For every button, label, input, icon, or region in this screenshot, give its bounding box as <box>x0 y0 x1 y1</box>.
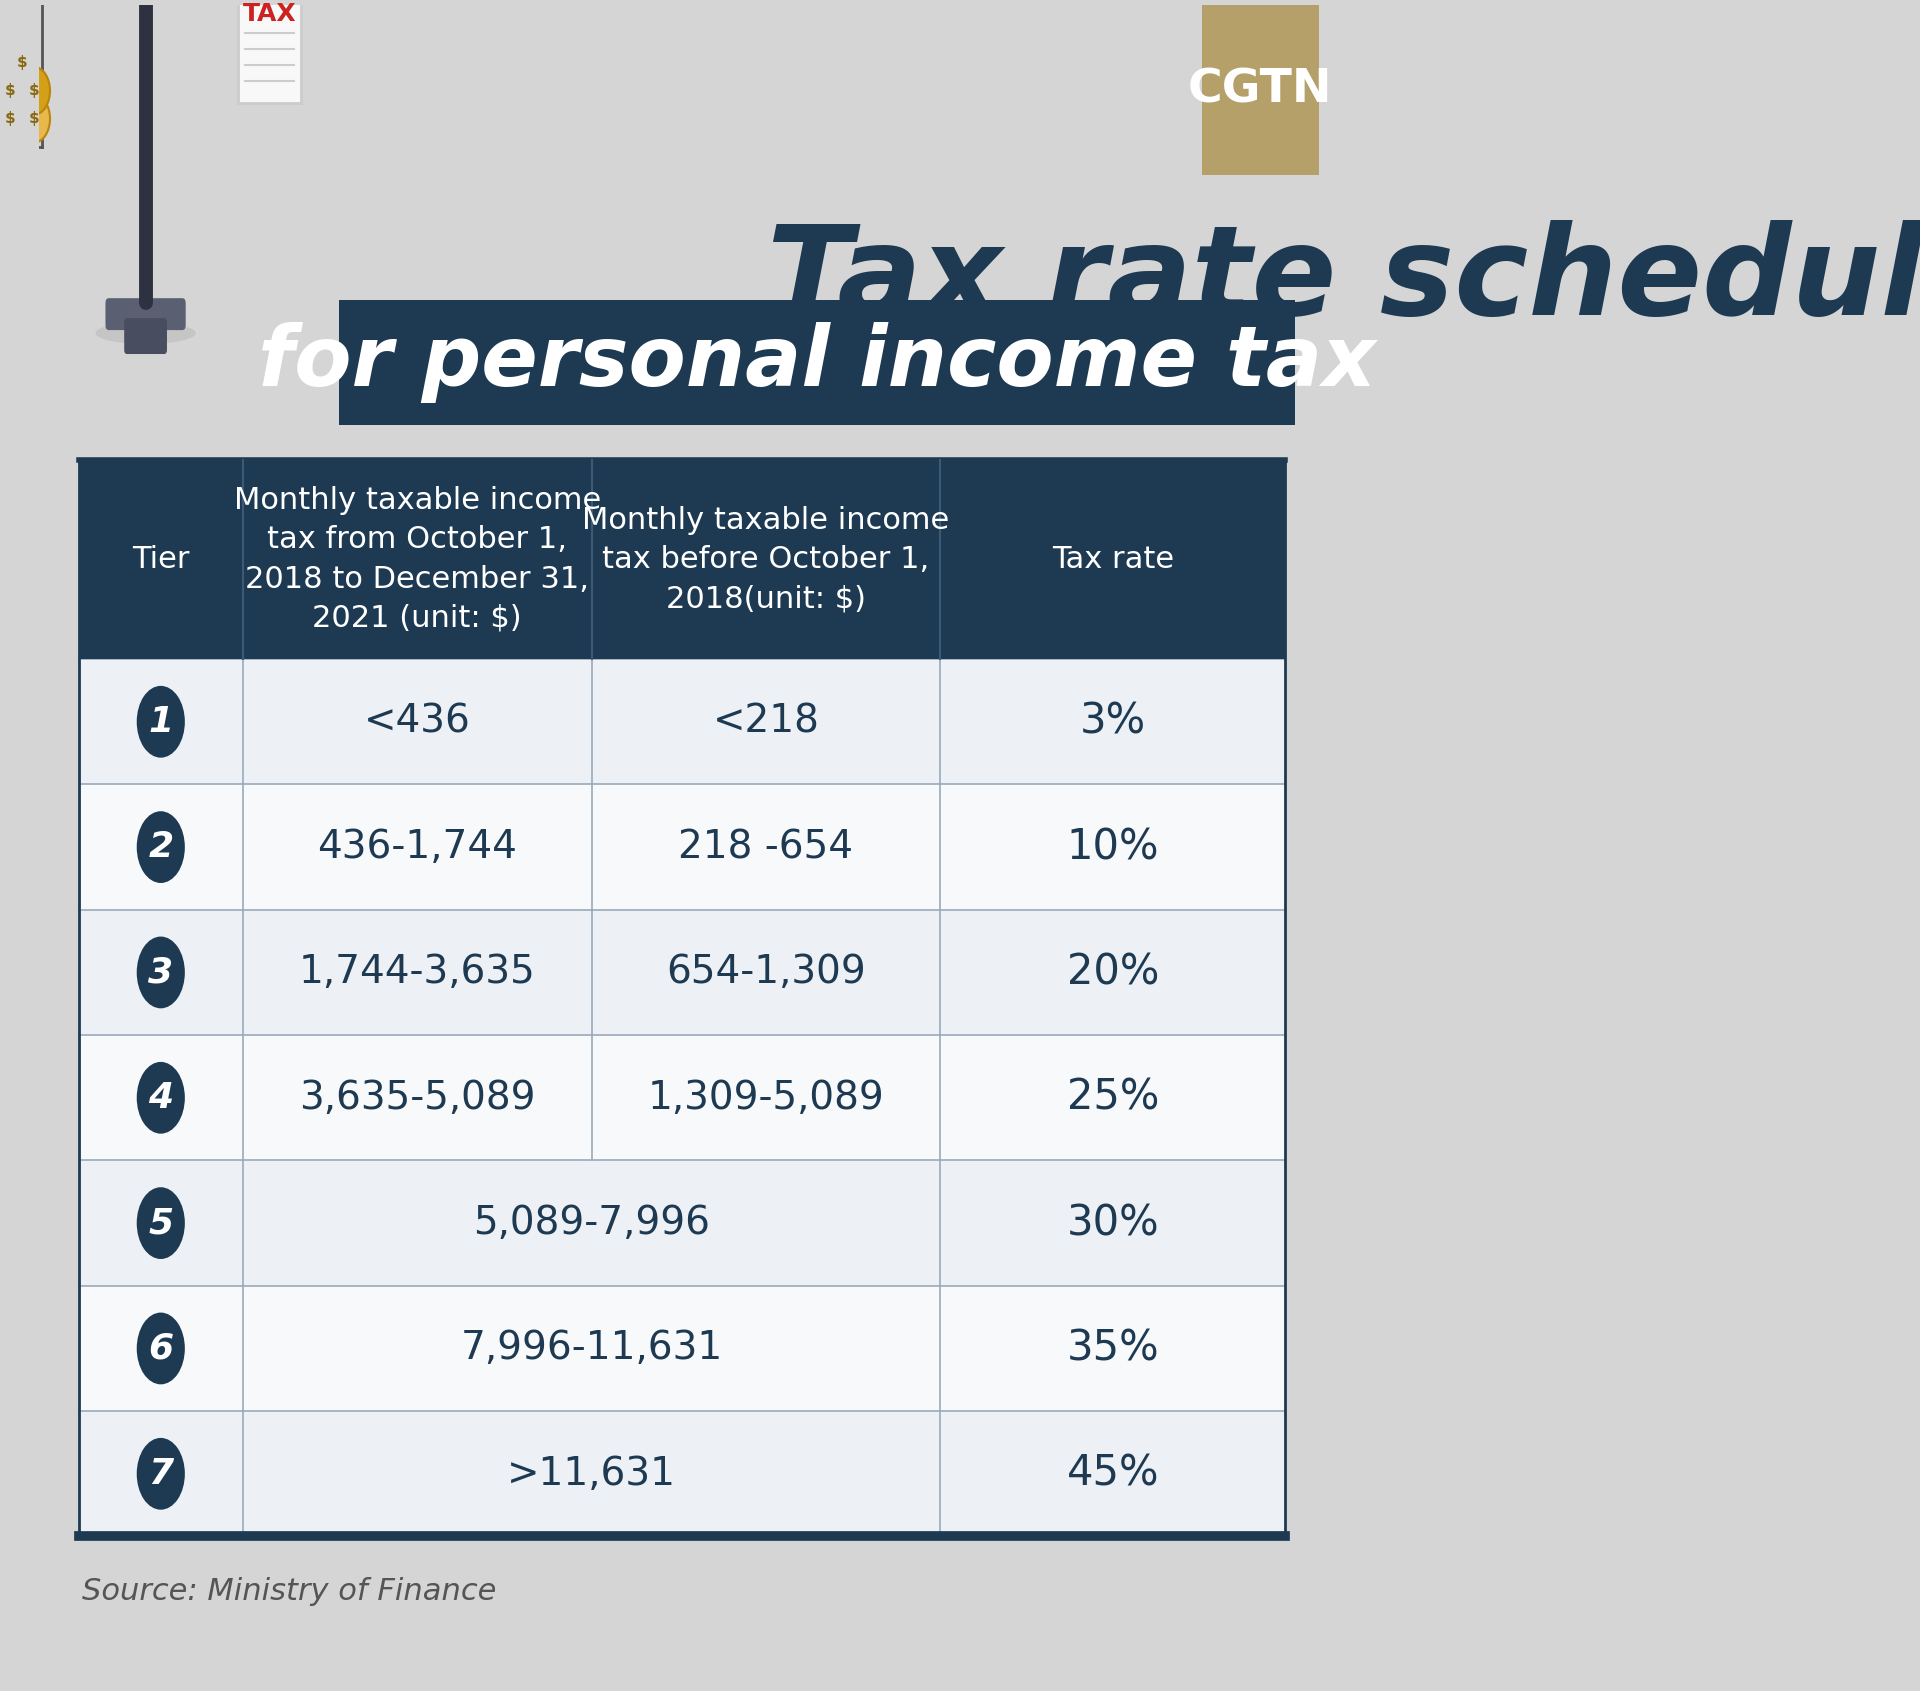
Text: 7,996-11,631: 7,996-11,631 <box>461 1329 722 1368</box>
Bar <box>79 460 1284 659</box>
FancyBboxPatch shape <box>125 318 167 353</box>
Text: for personal income tax: for personal income tax <box>259 321 1377 402</box>
Text: Tier: Tier <box>132 545 190 573</box>
Circle shape <box>136 687 184 758</box>
Text: 7: 7 <box>148 1456 173 1491</box>
Bar <box>79 1285 1284 1410</box>
Circle shape <box>0 95 27 142</box>
Bar <box>1202 5 1319 174</box>
Text: Source: Ministry of Finance: Source: Ministry of Finance <box>83 1576 497 1606</box>
Bar <box>79 659 1284 785</box>
Circle shape <box>136 812 184 883</box>
Text: Tax rate schedule: Tax rate schedule <box>768 220 1920 342</box>
Text: >11,631: >11,631 <box>507 1454 676 1493</box>
Text: TAX: TAX <box>242 2 296 25</box>
Text: CGTN: CGTN <box>1188 68 1332 112</box>
Text: 1: 1 <box>148 705 173 739</box>
FancyBboxPatch shape <box>238 0 301 103</box>
Text: 20%: 20% <box>1066 952 1160 993</box>
Bar <box>340 301 1296 424</box>
Text: 3,635-5,089: 3,635-5,089 <box>300 1079 536 1116</box>
Text: 436-1,744: 436-1,744 <box>317 829 516 866</box>
Text: 30%: 30% <box>1066 1202 1160 1245</box>
Text: 218 -654: 218 -654 <box>678 829 852 866</box>
Circle shape <box>17 68 50 115</box>
Text: $: $ <box>29 112 38 127</box>
Text: 5,089-7,996: 5,089-7,996 <box>472 1204 710 1243</box>
Text: $: $ <box>4 83 15 98</box>
Text: $: $ <box>17 56 27 71</box>
Text: 35%: 35% <box>1066 1327 1160 1370</box>
Circle shape <box>136 937 184 1008</box>
Text: 5: 5 <box>148 1206 173 1240</box>
Circle shape <box>136 1437 184 1510</box>
Text: 10%: 10% <box>1066 827 1160 867</box>
Bar <box>79 910 1284 1035</box>
Text: Monthly taxable income
tax from October 1,
2018 to December 31,
2021 (unit: $): Monthly taxable income tax from October … <box>234 485 601 632</box>
Text: 1,309-5,089: 1,309-5,089 <box>647 1079 885 1116</box>
Text: 4: 4 <box>148 1081 173 1114</box>
Text: 2: 2 <box>148 830 173 864</box>
Circle shape <box>136 1187 184 1260</box>
Circle shape <box>17 95 50 142</box>
Bar <box>79 1410 1284 1537</box>
Text: $: $ <box>4 112 15 127</box>
Circle shape <box>6 39 38 86</box>
Circle shape <box>0 68 27 115</box>
Text: 3%: 3% <box>1079 700 1146 742</box>
Text: 6: 6 <box>148 1331 173 1365</box>
Bar <box>79 785 1284 910</box>
Text: Tax rate: Tax rate <box>1052 545 1173 573</box>
Text: 45%: 45% <box>1066 1453 1160 1495</box>
FancyBboxPatch shape <box>106 298 186 330</box>
Bar <box>79 1160 1284 1285</box>
Text: $: $ <box>29 83 38 98</box>
Circle shape <box>136 1062 184 1133</box>
Text: <218: <218 <box>712 703 820 741</box>
Text: 1,744-3,635: 1,744-3,635 <box>300 954 536 991</box>
Bar <box>79 1035 1284 1160</box>
Circle shape <box>136 1312 184 1385</box>
Text: 25%: 25% <box>1066 1077 1160 1119</box>
Text: 654-1,309: 654-1,309 <box>666 954 866 991</box>
Text: Monthly taxable income
tax before October 1,
2018(unit: $): Monthly taxable income tax before Octobe… <box>582 506 950 614</box>
Ellipse shape <box>96 321 196 343</box>
Text: <436: <436 <box>363 703 470 741</box>
Text: 3: 3 <box>148 955 173 989</box>
